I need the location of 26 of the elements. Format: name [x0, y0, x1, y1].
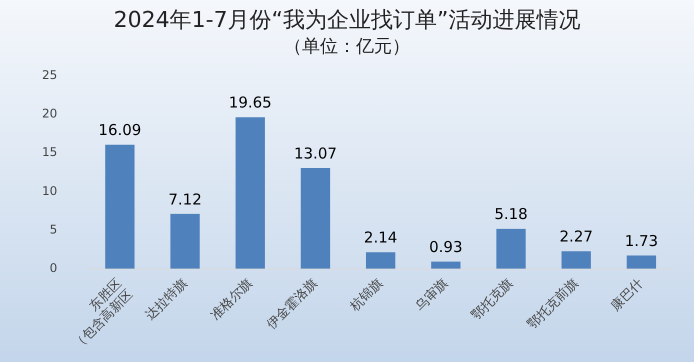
y-tick-label: 10 [42, 184, 58, 198]
chart-subtitle: （单位：亿元） [284, 36, 410, 57]
x-tick-label: 杭锦旗 [346, 276, 386, 315]
data-label: 13.07 [294, 144, 337, 162]
data-label: 19.65 [228, 94, 272, 112]
chart-title: 2024年1-7月份“我为企业找订单”活动进展情况 [114, 8, 580, 33]
x-tick-label: 东胜区 （包含高新区 [70, 276, 136, 353]
data-label: 2.14 [364, 228, 398, 247]
data-label: 1.73 [624, 232, 658, 250]
x-tick-label: 鄂托克前旗 [524, 276, 582, 332]
y-tick-label: 5 [50, 222, 58, 236]
data-label: 5.18 [494, 205, 528, 224]
data-label: 0.93 [429, 238, 463, 256]
y-tick-label: 0 [50, 260, 58, 275]
y-tick-label: 25 [42, 68, 58, 82]
data-label: 16.09 [98, 121, 142, 140]
x-tick-label: 康巴什 [608, 276, 647, 314]
y-tick-label: 15 [42, 145, 58, 160]
x-tick-label: 达拉特旗 [142, 276, 190, 324]
data-label: 7.12 [168, 190, 202, 208]
x-tick-label: 准格尔旗 [208, 276, 256, 324]
x-tick-label: 乌审旗 [412, 275, 452, 314]
y-tick-label: 20 [42, 106, 58, 121]
x-tick-label: 鄂托克旗 [468, 276, 516, 324]
data-label: 2.27 [560, 228, 593, 246]
x-tick-label: 伊金霍洛旗 [264, 276, 321, 332]
